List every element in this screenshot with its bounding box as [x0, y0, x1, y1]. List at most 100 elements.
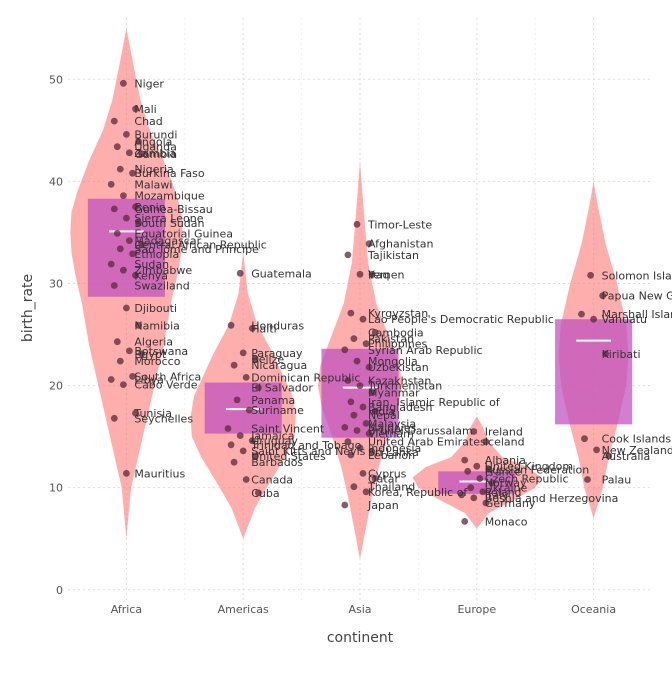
- y-tick-label: 40: [49, 175, 63, 188]
- point-label: Nicaragua: [251, 359, 307, 372]
- data-point: [110, 117, 118, 125]
- point-label: Czech Republic: [485, 473, 569, 486]
- data-point: [251, 452, 259, 460]
- point-label: Cambodia: [368, 327, 424, 340]
- point-label: Angola: [134, 136, 172, 149]
- data-point: [125, 347, 133, 355]
- x-tick-label: Asia: [348, 603, 371, 616]
- data-point: [356, 382, 364, 389]
- data-point: [107, 181, 115, 188]
- point-label: Botswana: [134, 345, 188, 358]
- data-point: [120, 266, 127, 274]
- data-point: [135, 321, 142, 329]
- point-label: Morocco: [134, 355, 180, 368]
- point-label: Tajikistan: [367, 249, 419, 262]
- data-point: [230, 361, 238, 369]
- data-point: [350, 483, 358, 491]
- data-point: [125, 149, 133, 157]
- label-layer: Niger MaliChadBurundiAngolaUgandaZambiaGa…: [133, 77, 672, 528]
- point-label: Guatemala: [251, 267, 312, 280]
- axis-layer: continent birth_rate 0 10 20 30 40 50 Africa Am…: [20, 73, 616, 646]
- data-point: [347, 309, 355, 317]
- point-label: Guinea-Bissau: [134, 203, 212, 216]
- point-label: Gambia: [134, 148, 177, 161]
- point-label: Kiribati: [602, 348, 641, 361]
- point-label: Malawi: [134, 178, 172, 191]
- point-label: Seychelles: [134, 412, 193, 425]
- point-label: Australia: [602, 450, 651, 463]
- data-point: [605, 452, 613, 460]
- data-point: [236, 269, 244, 277]
- point-label: Russian Federation: [485, 463, 589, 476]
- point-label: Vietnam: [368, 428, 414, 441]
- point-label: Pakistan: [368, 333, 414, 346]
- point-label: Tunisia: [133, 407, 172, 420]
- data-point: [135, 138, 142, 145]
- point-label: Uganda: [134, 141, 176, 154]
- box-americas: [204, 382, 282, 434]
- data-point: [371, 475, 379, 482]
- point-label: El Salvador: [251, 382, 313, 395]
- data-point: [341, 501, 349, 509]
- point-label: Norway: [485, 477, 527, 490]
- data-point: [593, 446, 600, 454]
- point-label: Germany: [485, 497, 536, 510]
- point-label: Cook Islands: [602, 433, 672, 446]
- data-point: [255, 384, 262, 391]
- point-label: Burkina Faso: [134, 167, 204, 180]
- data-point: [138, 241, 146, 249]
- point-label: Korea, Republic of: [368, 486, 468, 499]
- data-point: [120, 79, 127, 87]
- data-point: [110, 414, 118, 422]
- data-point: [485, 465, 493, 473]
- x-tick-label: Africa: [111, 603, 142, 616]
- data-point: [123, 470, 130, 477]
- data-point: [470, 494, 478, 502]
- point-label: Zambia: [134, 147, 176, 160]
- point-label: South Sudan: [134, 217, 204, 230]
- y-tick-label: 0: [56, 584, 63, 597]
- point-label: Monaco: [485, 515, 528, 528]
- data-point: [113, 143, 121, 151]
- point-label: Thailand: [367, 481, 415, 494]
- data-point: [476, 475, 484, 482]
- data-point: [581, 435, 588, 443]
- point-label: Barbados: [251, 456, 303, 469]
- data-point: [107, 260, 115, 268]
- y-axis-title: birth_rate: [20, 274, 36, 342]
- data-point: [368, 270, 376, 278]
- data-point: [461, 456, 469, 464]
- data-point: [107, 376, 115, 383]
- data-point: [488, 479, 496, 486]
- x-tick-label: Americas: [218, 603, 269, 616]
- point-label: Malaysia: [368, 417, 416, 430]
- point-label: Lebanon: [368, 449, 415, 462]
- point-label: Central African Republic: [134, 239, 266, 252]
- point-label: Bosnia and Herzegovina: [485, 492, 619, 505]
- data-point: [248, 325, 256, 332]
- point-label: Djibouti: [134, 302, 177, 315]
- point-label: Brunei Darussalam: [368, 425, 473, 438]
- point-label: United States: [251, 450, 326, 463]
- box-asia: [321, 348, 399, 438]
- data-point: [344, 438, 352, 446]
- data-point: [356, 270, 364, 278]
- point-label: Sudan: [134, 258, 169, 271]
- data-point: [350, 335, 358, 342]
- point-label: South Africa: [134, 370, 201, 383]
- data-point: [120, 192, 127, 200]
- data-point: [135, 219, 142, 227]
- point-label: Sao Tome and Principe: [134, 243, 259, 256]
- point-label: Kyrgyzstan: [368, 307, 428, 320]
- data-point: [359, 470, 367, 477]
- point-label: Ireland: [485, 426, 523, 439]
- point-label: Dominican Republic: [251, 371, 360, 384]
- data-point: [353, 220, 361, 228]
- data-point: [233, 396, 241, 404]
- point-label: Iraq: [368, 268, 390, 281]
- y-tick-label: 30: [49, 277, 63, 290]
- point-label: Jamaica: [250, 430, 294, 443]
- data-point: [129, 250, 136, 258]
- point-label: Nigeria: [134, 163, 173, 176]
